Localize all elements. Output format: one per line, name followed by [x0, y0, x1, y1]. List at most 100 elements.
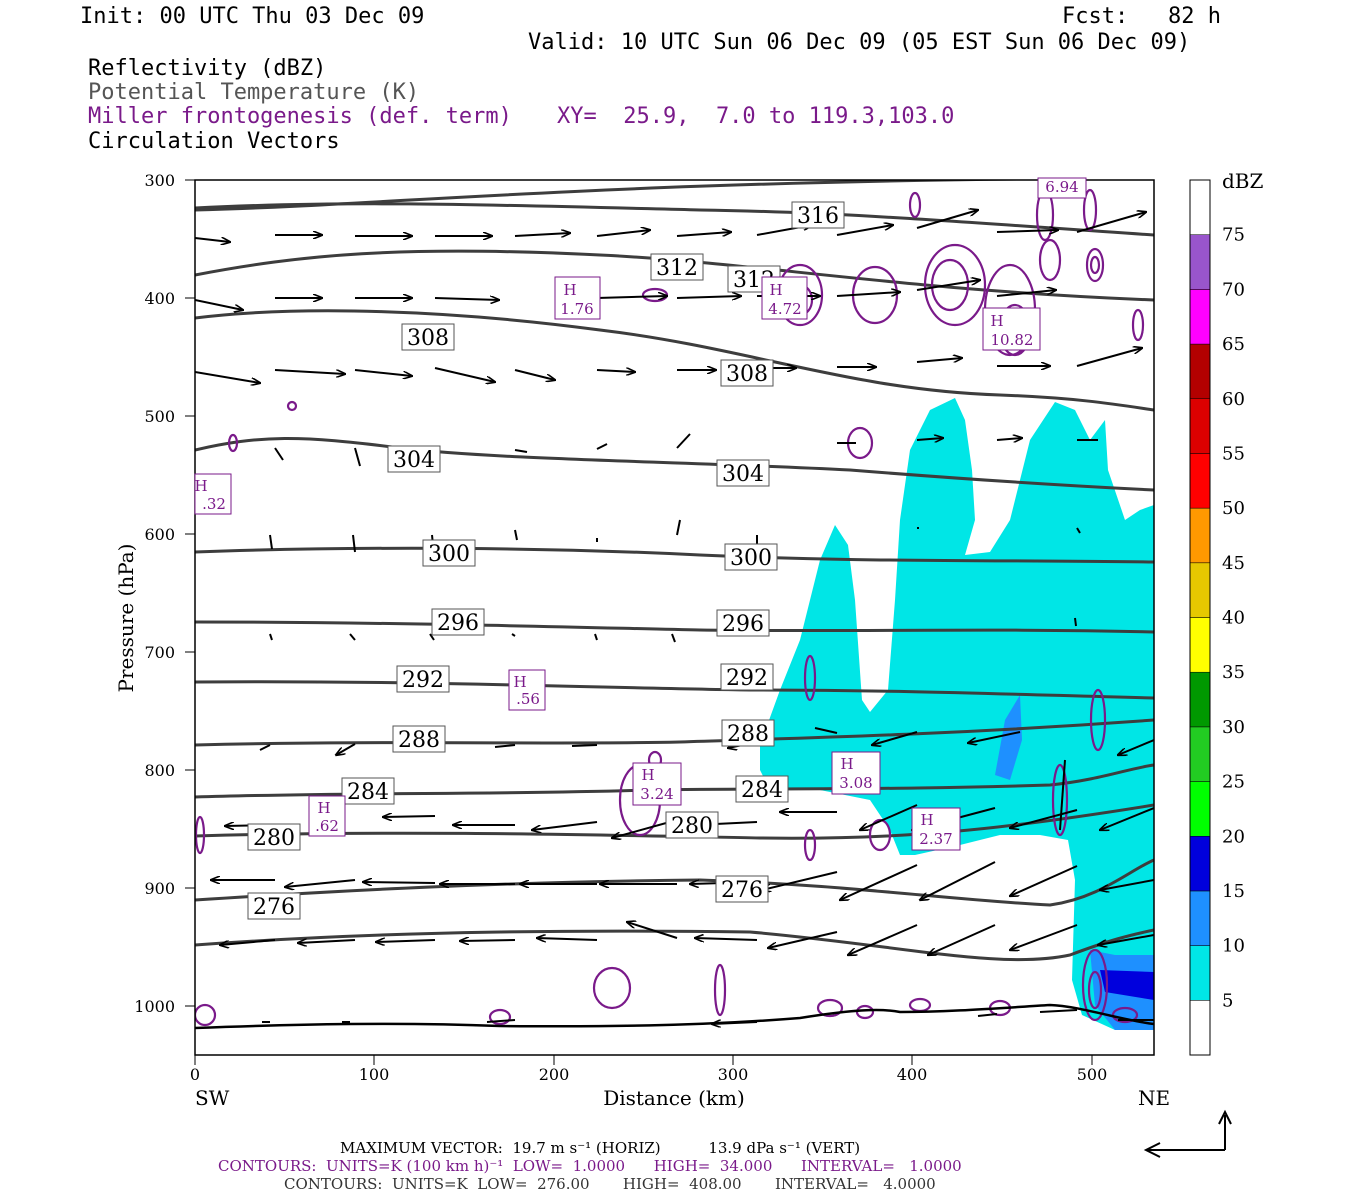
colorbar-segment	[1189, 671, 1211, 728]
valid-time: Valid: 10 UTC Sun 06 Dec 09 (05 EST Sun …	[528, 30, 1191, 55]
y-axis-label: Pressure (hPa)	[114, 544, 138, 693]
forecast-hour: Fcst: 82 h	[1062, 4, 1221, 29]
colorbar-segment	[1189, 945, 1211, 1001]
max-vector-info: MAXIMUM VECTOR: 19.7 m s⁻¹ (HORIZ) 13.9 …	[340, 1139, 861, 1157]
theta-label: 304	[393, 448, 435, 473]
fronto-max-h: H	[194, 477, 207, 495]
fronto-max-value: 6.94	[1045, 178, 1078, 196]
colorbar-level-label: 60	[1222, 389, 1245, 410]
fronto-max-h: H	[990, 312, 1003, 330]
field-frontogenesis: Miller frontogenesis (def. term)	[88, 104, 512, 129]
init-time: Init: 00 UTC Thu 03 Dec 09	[80, 4, 425, 29]
colorbar-level-label: 75	[1222, 225, 1245, 246]
y-tick-700: 700	[144, 643, 175, 662]
field-potential-temperature: Potential Temperature (K)	[88, 80, 420, 105]
theta-label: 296	[437, 611, 479, 636]
colorbar-segment	[1189, 343, 1211, 399]
colorbar-segment	[1189, 453, 1211, 509]
colorbar-level-label: 40	[1222, 608, 1245, 629]
fronto-max-h: H	[563, 281, 576, 299]
colorbar-segment	[1189, 1000, 1211, 1056]
colorbar-segment	[1189, 507, 1211, 564]
fronto-max-h: H	[840, 755, 853, 773]
x-axis: 0 100 200 300 400 500	[190, 1055, 1107, 1084]
colorbar-level-label: 70	[1222, 279, 1245, 300]
colorbar-segment	[1189, 289, 1211, 345]
reflectivity-5dbz-area	[760, 398, 1154, 1030]
field-reflectivity: Reflectivity (dBZ)	[88, 56, 327, 81]
x-tick-200: 200	[539, 1065, 570, 1084]
y-tick-600: 600	[144, 525, 175, 544]
reflectivity-colorbar: 5 10 15 20 25 30 35 40 45 50 55 60 65 70 75	[1189, 179, 1245, 1056]
colorbar-segment	[1189, 836, 1211, 892]
colorbar-segment	[1189, 398, 1211, 454]
theta-label: 316	[797, 204, 839, 229]
theta-labels: 316 312 312 308 308 304 304 300 300 296 …	[247, 201, 845, 920]
fronto-max-h: H	[920, 811, 933, 829]
theta-label: 280	[671, 814, 713, 839]
colorbar-level-label: 30	[1222, 717, 1245, 738]
theta-label: 308	[407, 326, 449, 351]
colorbar-segment	[1189, 617, 1211, 673]
fronto-max-value: .32	[202, 495, 226, 513]
colorbar-level-label: 55	[1222, 443, 1245, 464]
endpoint-sw: SW	[195, 1086, 230, 1110]
fronto-max-value: 10.82	[991, 331, 1034, 349]
theta-label: 288	[727, 722, 769, 747]
colorbar-level-label: 45	[1222, 553, 1245, 574]
colorbar-unit: dBZ	[1222, 169, 1264, 193]
xy-endpoints: XY= 25.9, 7.0 to 119.3,103.0	[557, 104, 955, 129]
theta-label: 288	[398, 728, 440, 753]
colorbar-segment	[1189, 234, 1211, 290]
theta-label: 280	[253, 826, 295, 851]
colorbar-level-label: 35	[1222, 662, 1245, 683]
x-tick-400: 400	[897, 1065, 928, 1084]
fronto-contour-info: CONTOURS: UNITS=K (100 km h)⁻¹ LOW= 1.00…	[218, 1157, 962, 1175]
colorbar-segment	[1189, 562, 1211, 618]
theta-label: 276	[253, 895, 295, 920]
fronto-max-h: H	[641, 766, 654, 784]
theta-label: 300	[730, 546, 772, 571]
colorbar-level-label: 5	[1222, 990, 1233, 1011]
x-tick-500: 500	[1077, 1065, 1108, 1084]
y-tick-1000: 1000	[134, 997, 175, 1016]
theta-label: 308	[726, 362, 768, 387]
colorbar-segment	[1189, 781, 1211, 837]
theta-contour-info: CONTOURS: UNITS=K LOW= 276.00 HIGH= 408.…	[284, 1175, 936, 1193]
fronto-max-value: .62	[315, 817, 339, 835]
theta-label: 304	[722, 462, 764, 487]
y-axis: 300 400 500 600 700 800 900 1000	[134, 171, 195, 1016]
refl-5-main	[760, 398, 1154, 1030]
colorbar-segment	[1189, 726, 1211, 782]
colorbar-level-label: 25	[1222, 772, 1245, 793]
fronto-max-h: H	[317, 799, 330, 817]
colorbar-level-label: 10	[1222, 936, 1245, 957]
theta-label: 300	[428, 542, 470, 567]
theta-label: 284	[347, 780, 389, 805]
fronto-max-h: H	[513, 673, 526, 691]
colorbar-level-label: 20	[1222, 826, 1245, 847]
theta-label: 276	[721, 878, 763, 903]
fronto-maxima-labels: H 1.76 H 4.72 H 10.82 6.94 H .32 H .56 H…	[194, 177, 1087, 851]
theta-contours	[195, 180, 1154, 962]
field-circulation-vectors: Circulation Vectors	[88, 129, 340, 154]
y-tick-800: 800	[144, 761, 175, 780]
x-tick-0: 0	[190, 1065, 200, 1084]
x-tick-100: 100	[359, 1065, 390, 1084]
fronto-max-value: 1.76	[560, 300, 593, 318]
reference-vector-arrows	[1143, 1109, 1232, 1158]
fronto-max-value: 3.24	[640, 785, 673, 803]
fronto-max-value: 2.37	[919, 830, 952, 848]
colorbar-frame	[1189, 179, 1211, 1056]
y-tick-900: 900	[144, 879, 175, 898]
fronto-max-value: 3.08	[839, 774, 872, 792]
y-tick-500: 500	[144, 407, 175, 426]
theta-label: 312	[656, 256, 698, 281]
colorbar-level-label: 15	[1222, 881, 1245, 902]
y-tick-400: 400	[144, 289, 175, 308]
fronto-max-value: .56	[516, 690, 540, 708]
colorbar-level-label: 50	[1222, 498, 1245, 519]
colorbar-segment	[1189, 179, 1211, 235]
y-tick-300: 300	[144, 171, 175, 190]
